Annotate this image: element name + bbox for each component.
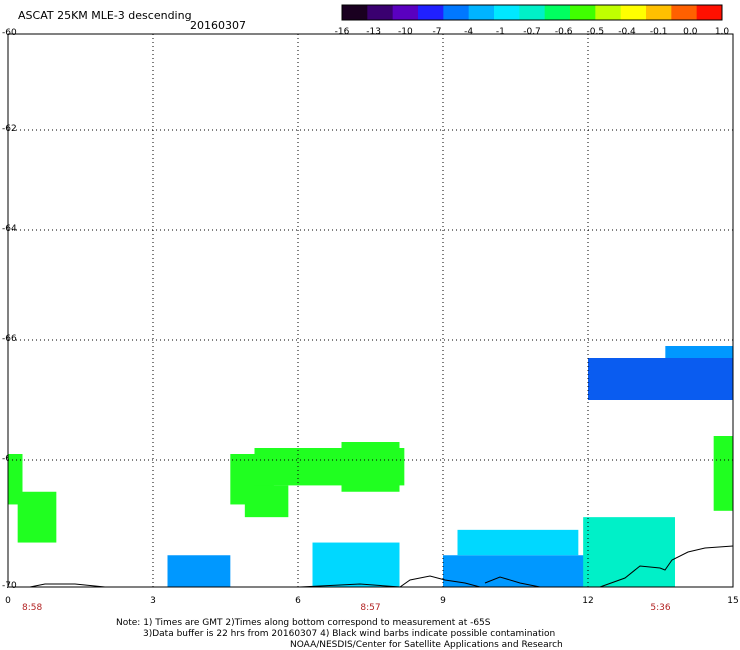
colorbar-tick-label: -13 <box>366 27 382 37</box>
colorbar-segment <box>671 5 698 20</box>
colorbar-segment <box>519 5 546 20</box>
time-label: 8:57 <box>360 603 381 613</box>
colorbar-segment <box>620 5 647 20</box>
swath-cell <box>167 555 231 587</box>
colorbar-tick-label: -0.5 <box>586 27 605 37</box>
swath-cell <box>583 517 675 587</box>
colorbar-segment <box>342 5 368 20</box>
latitude-label: -64 <box>2 224 17 234</box>
colorbar-segment <box>696 5 723 20</box>
longitude-label: 15 <box>727 596 739 606</box>
colorbar-tick-label: 1.0 <box>714 27 730 37</box>
swath-cell <box>443 555 588 587</box>
latitude-label: -66 <box>2 334 17 344</box>
longitude-label: 0 <box>5 596 11 606</box>
longitude-label: 12 <box>582 596 594 606</box>
latitude-label: -60 <box>2 28 17 38</box>
colorbar-tick-label: -0.7 <box>523 27 541 37</box>
colorbar-segment <box>494 5 520 20</box>
colorbar-tick-label: -0.6 <box>554 27 573 37</box>
colorbar-segment <box>595 5 622 20</box>
colorbar-segment <box>418 5 444 20</box>
swath-cell <box>457 529 579 556</box>
colorbar-tick-label: 0.0 <box>683 27 698 37</box>
colorbar-tick-label: -7 <box>432 27 442 37</box>
colorbar-frame <box>341 4 723 21</box>
colorbar-segment <box>367 5 394 20</box>
colorbar-segment <box>392 5 419 20</box>
antarctic-coastline <box>8 545 734 588</box>
swath-cell <box>713 436 733 511</box>
time-label: 8:58 <box>22 603 43 613</box>
swath-cell <box>341 442 400 492</box>
grid-lines <box>8 34 733 587</box>
colorbar-tick-label: -16 <box>334 27 350 37</box>
colorbar-tick-label: -4 <box>464 27 474 37</box>
colorbar-segment <box>443 5 470 20</box>
latitude-label: -62 <box>2 124 17 134</box>
longitude-label: 9 <box>440 596 446 606</box>
colorbar-tick-label: -0.4 <box>618 27 636 37</box>
latitude-label: -70 <box>2 581 17 591</box>
colorbar-segment <box>544 5 571 20</box>
swath-cell <box>244 485 289 518</box>
colorbar-tick-label: -10 <box>397 27 413 37</box>
map-date: 20160307 <box>190 19 246 32</box>
colorbar-segment <box>468 5 495 20</box>
plot-frame <box>7 33 734 588</box>
note-line-1: Note: 1) Times are GMT 2)Times along bot… <box>116 618 491 628</box>
note-line-2: 3)Data buffer is 22 hrs from 20160307 4)… <box>143 629 556 639</box>
colorbar <box>341 4 723 21</box>
colorbar-segment <box>570 5 596 20</box>
swath-cell <box>312 542 400 587</box>
colorbar-segment <box>646 5 672 20</box>
swath-cells <box>8 346 733 587</box>
colorbar-tick-label: -1 <box>495 27 505 37</box>
map-title: ASCAT 25KM MLE-3 descending <box>18 9 192 22</box>
swath-cell <box>665 346 733 358</box>
longitude-label: 3 <box>150 596 156 606</box>
note-line-3: NOAA/NESDIS/Center for Satellite Applica… <box>290 640 563 650</box>
time-label: 5:36 <box>650 603 671 613</box>
longitude-label: 6 <box>295 596 301 606</box>
swath-cell <box>17 491 57 543</box>
colorbar-tick-label: -0.1 <box>649 27 668 37</box>
swath-cell <box>588 358 733 400</box>
